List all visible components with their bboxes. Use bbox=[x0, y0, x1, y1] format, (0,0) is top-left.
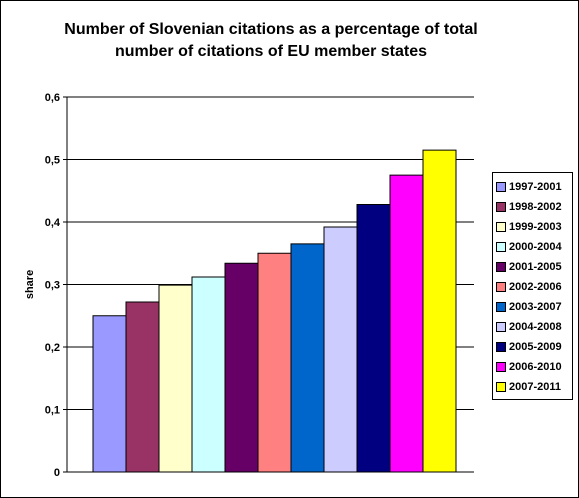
legend-swatch bbox=[496, 322, 506, 332]
legend-swatch bbox=[496, 182, 506, 192]
legend-item: 2004-2008 bbox=[493, 317, 572, 337]
legend-swatch bbox=[496, 382, 506, 392]
bar-2003-2007 bbox=[290, 243, 325, 473]
legend-label: 2007-2011 bbox=[509, 381, 561, 393]
chart-title: Number of Slovenian citations as a perce… bbox=[61, 19, 481, 63]
bar-2001-2005 bbox=[224, 262, 259, 473]
legend-swatch bbox=[496, 302, 506, 312]
y-tick-label: 0 bbox=[54, 467, 60, 479]
legend-swatch bbox=[496, 262, 506, 272]
y-tick-label: 0,1 bbox=[45, 405, 60, 417]
y-tick-label: 0,2 bbox=[45, 342, 60, 354]
legend-label: 2004-2008 bbox=[509, 321, 562, 333]
legend-label: 2005-2009 bbox=[509, 341, 562, 353]
bar-2004-2008 bbox=[323, 226, 358, 473]
legend-item: 2005-2009 bbox=[493, 337, 572, 357]
legend-label: 2001-2005 bbox=[509, 261, 562, 273]
y-tick-label: 0,5 bbox=[45, 155, 60, 167]
chart-title-line2: number of citations of EU member states bbox=[114, 43, 428, 60]
bar-1998-2002 bbox=[125, 301, 160, 473]
legend-item: 2003-2007 bbox=[493, 297, 572, 317]
legend-swatch bbox=[496, 202, 506, 212]
bar-1997-2001 bbox=[92, 315, 127, 473]
legend-label: 1998-2002 bbox=[509, 201, 562, 213]
legend-label: 2000-2004 bbox=[509, 241, 562, 253]
legend-item: 1997-2001 bbox=[493, 177, 572, 197]
bar-2006-2010 bbox=[389, 174, 424, 473]
legend-swatch bbox=[496, 222, 506, 232]
legend-swatch bbox=[496, 342, 506, 352]
chart-title-line1: Number of Slovenian citations as a perce… bbox=[64, 21, 478, 38]
legend-item: 2000-2004 bbox=[493, 237, 572, 257]
legend-swatch bbox=[496, 242, 506, 252]
bar-2002-2006 bbox=[257, 252, 292, 473]
bar-2007-2011 bbox=[422, 149, 457, 473]
legend-label: 1999-2003 bbox=[509, 221, 562, 233]
legend-item: 2007-2011 bbox=[493, 377, 572, 397]
bar-1999-2003 bbox=[158, 284, 193, 473]
legend-label: 2006-2010 bbox=[509, 361, 562, 373]
legend-swatch bbox=[496, 362, 506, 372]
legend-label: 2003-2007 bbox=[509, 301, 562, 313]
legend-item: 2001-2005 bbox=[493, 257, 572, 277]
legend-item: 2002-2006 bbox=[493, 277, 572, 297]
y-tick-label: 0,4 bbox=[45, 217, 61, 229]
legend-label: 1997-2001 bbox=[509, 181, 562, 193]
legend-item: 1998-2002 bbox=[493, 197, 572, 217]
legend-item: 1999-2003 bbox=[493, 217, 572, 237]
legend-item: 2006-2010 bbox=[493, 357, 572, 377]
y-axis-title: share bbox=[24, 270, 36, 299]
y-tick-label: 0,3 bbox=[45, 280, 60, 292]
chart-legend: 1997-2001 1998-2002 1999-2003 2000-2004 2001… bbox=[492, 172, 573, 400]
y-tick-label: 0,6 bbox=[45, 92, 60, 104]
bar-2005-2009 bbox=[356, 204, 391, 473]
legend-swatch bbox=[496, 282, 506, 292]
legend-label: 2002-2006 bbox=[509, 281, 562, 293]
bar-2000-2004 bbox=[191, 276, 226, 473]
